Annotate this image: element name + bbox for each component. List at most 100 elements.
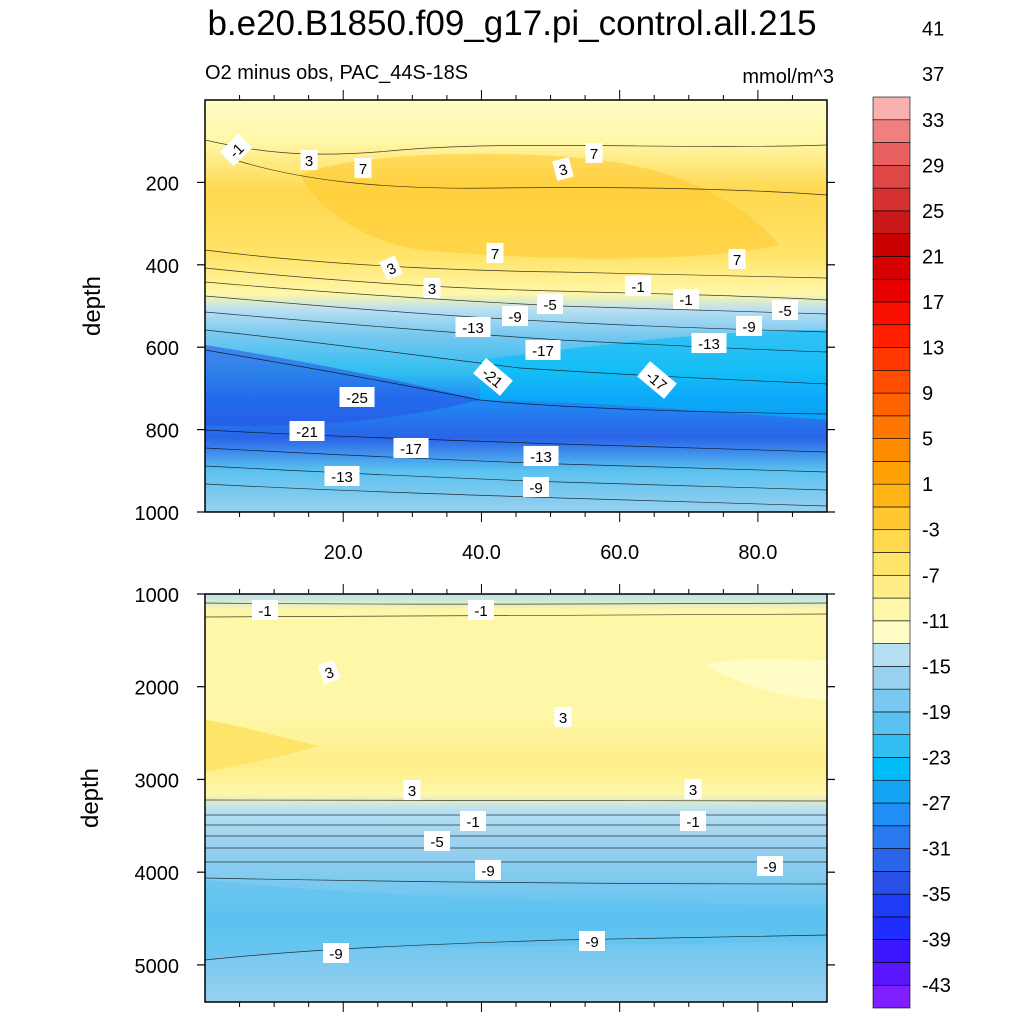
colorbar-swatch: [872, 278, 911, 303]
colorbar-swatch: [872, 506, 911, 531]
upper-x-axis: 20.0 40.0 60.0 80.0: [239, 90, 793, 564]
lower-pale-patch: [705, 658, 827, 700]
colorbar-swatch: [872, 779, 911, 804]
colorbar-label: 21: [922, 246, 944, 268]
colorbar-label: 25: [922, 201, 944, 223]
colorbar-swatch: [872, 939, 911, 963]
colorbar-swatch: [872, 688, 911, 713]
upper-contour-label-bg: [339, 387, 375, 407]
colorbar-swatch: [872, 529, 911, 553]
upper-contour-label-text: -9: [529, 480, 542, 497]
colorbar-swatch: [872, 597, 911, 622]
upper-contour-label-text: 3: [428, 281, 436, 298]
upper-contour-label-text: -5: [778, 303, 791, 320]
upper-contour-label-bg: [525, 340, 561, 360]
colorbar-swatch: [872, 711, 911, 735]
lower-contour-label-text: -9: [329, 946, 342, 963]
colorbar-swatch: [872, 165, 911, 189]
colorbar-swatch: [872, 461, 911, 485]
lower-contour-label: -9: [579, 931, 605, 951]
upper-contour-label: -9: [523, 477, 549, 497]
colorbar-label: -3: [922, 520, 940, 542]
colorbar-label: 13: [922, 338, 944, 360]
upper-cold-core: [205, 345, 480, 427]
colorbar-label: -19: [922, 702, 951, 724]
upper-contour-label-bg: [772, 300, 798, 320]
lower-contour-label-text: 3: [408, 783, 416, 800]
colorbar-swatch: [872, 574, 911, 599]
lower-contour-label-bg: [403, 780, 421, 800]
upper-contour-label-bg: [502, 306, 528, 326]
upper-contour-label: -5: [772, 300, 798, 320]
upper-ytick-label: 200: [146, 173, 179, 195]
upper-contour-label-bg: [423, 278, 441, 298]
lower-contour-label-text: -9: [585, 934, 598, 951]
upper-contour-label: -9: [736, 316, 762, 336]
colorbar-swatch: [872, 848, 911, 872]
lower-cold-band: [205, 880, 827, 960]
lower-contour-label-bg: [680, 811, 706, 831]
upper-contour-label-text: 7: [590, 146, 598, 163]
upper-ytick-label: 1000: [135, 503, 180, 525]
colorbar-swatch: [872, 233, 911, 257]
upper-contour-label-text: -25: [346, 390, 368, 407]
colorbar-swatch: [872, 347, 911, 371]
upper-contour-label-text: 7: [359, 161, 367, 178]
upper-contour-label: -13: [523, 446, 559, 466]
colorbar-swatch: [872, 552, 911, 576]
upper-contour-label-text: -17: [400, 441, 422, 458]
lower-contour-label-bg: [684, 779, 702, 799]
lower-contour-label-text: -1: [258, 603, 271, 620]
lower-contour-label-text: -5: [430, 834, 443, 851]
colorbar-swatch: [872, 734, 911, 758]
units-label: mmol/m^3: [742, 66, 834, 88]
upper-contour-label-text: 3: [305, 153, 313, 170]
upper-contour-label: -1: [219, 133, 253, 167]
lower-contour-label-text: -1: [474, 603, 487, 620]
upper-contour-label: -25: [339, 387, 375, 407]
lower-contour-label-bg: [460, 811, 486, 831]
lower-contour-label: 3: [554, 707, 572, 727]
upper-contour-label-text: 7: [491, 246, 499, 263]
colorbar-label: -39: [922, 930, 951, 952]
upper-contour-label-bg: [219, 133, 253, 167]
upper-contour-label-bg: [289, 421, 325, 441]
upper-contour-label-bg: [585, 143, 603, 163]
lower-contour-labels: -1 -1 3 3 3 3 -1 -1 -5 -9 -9 -9 -9: [252, 600, 783, 963]
upper-contour-label-bg: [625, 276, 651, 296]
lower-contour-label-bg: [468, 600, 494, 620]
colorbar-swatch: [872, 210, 911, 234]
colorbar-swatch: [872, 802, 911, 827]
upper-xtick-label: 80.0: [738, 542, 777, 564]
colorbar-label: -11: [922, 611, 949, 633]
upper-contour-label: -1: [625, 276, 651, 296]
colorbar-label: 1: [922, 474, 933, 496]
lower-contour-label: 3: [317, 659, 341, 685]
lower-contour-label-text: 3: [559, 710, 567, 727]
lower-contour-label-text: 3: [689, 782, 697, 799]
lower-contour-label: -5: [424, 831, 450, 851]
colorbar-label: -7: [922, 565, 940, 587]
upper-contour-label-text: -5: [543, 297, 556, 314]
upper-contour-label-bg: [736, 316, 762, 336]
colorbar-swatch: [872, 825, 911, 849]
upper-contour-label-bg: [673, 289, 699, 309]
lower-warm-tongue: [205, 720, 320, 772]
lower-contour-label: 3: [684, 779, 702, 799]
colorbar-label: 9: [922, 383, 933, 405]
upper-contour-label-text: -21: [296, 424, 318, 441]
upper-contour-label: 7: [728, 249, 746, 269]
lower-ytick-label: 3000: [135, 770, 180, 792]
lower-ytick-label: 5000: [135, 956, 180, 978]
lower-y-axis-title: depth: [77, 768, 104, 828]
lower-contour-label-bg: [475, 860, 501, 880]
colorbar-swatch: [872, 438, 911, 462]
upper-xtick-label: 60.0: [600, 542, 639, 564]
upper-contour-label-text: -9: [742, 319, 755, 336]
upper-contour-label-bg: [455, 317, 491, 337]
upper-contour-label-bg: [324, 466, 360, 486]
colorbar-swatch: [872, 916, 911, 940]
upper-contour-label-bg: [637, 361, 677, 399]
